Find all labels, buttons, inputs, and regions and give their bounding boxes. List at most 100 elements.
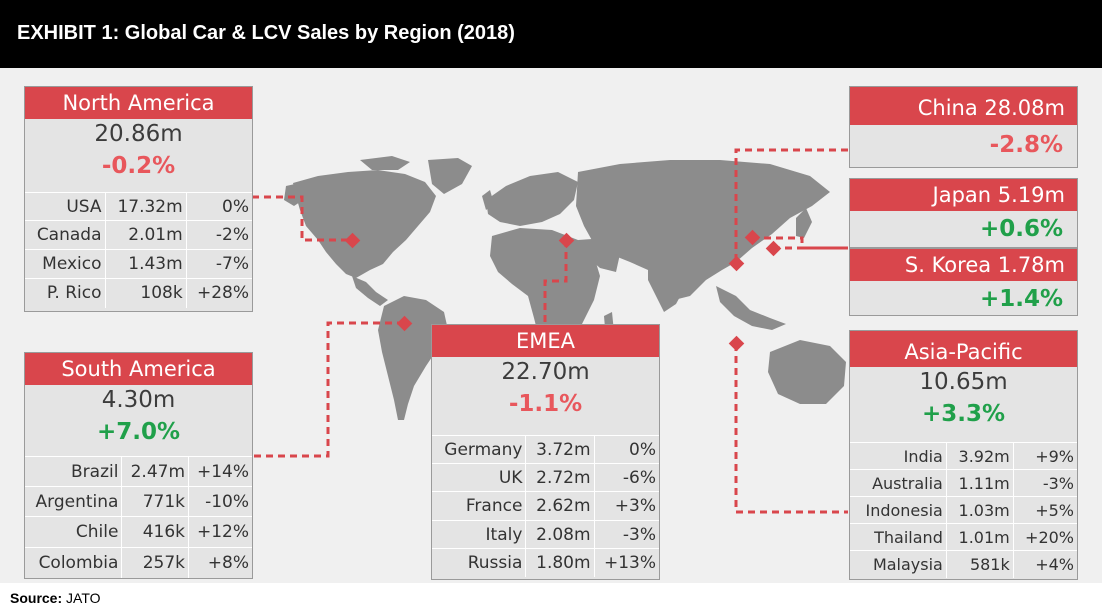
map-europe	[486, 172, 578, 226]
panel-title: South America	[25, 353, 252, 385]
panel-change: -2.8%	[989, 132, 1063, 158]
country-change: -2%	[185, 220, 252, 250]
marker-south-korea	[765, 240, 782, 257]
table-row: Malaysia 581k +4%	[850, 550, 1077, 578]
country-value: 17.32m	[104, 192, 187, 221]
country-value: 3.92m	[945, 442, 1014, 470]
connector-china	[734, 148, 848, 263]
country-change: -3%	[593, 520, 659, 549]
country-name: Thailand	[850, 523, 947, 551]
country-value: 2.47m	[121, 456, 189, 487]
country-name: Brazil	[25, 456, 122, 487]
country-name: UK	[432, 463, 526, 492]
country-name: Russia	[432, 548, 526, 577]
country-table: India 3.92m +9% Australia 1.11m -3% Indonesi…	[850, 442, 1077, 578]
map-south-america	[378, 296, 448, 420]
country-name: Chile	[25, 516, 122, 548]
country-name: Malaysia	[850, 550, 947, 578]
country-value: 3.72m	[525, 435, 595, 464]
country-value: 1.11m	[945, 469, 1014, 497]
country-name: Mexico	[25, 249, 106, 279]
country-name: France	[432, 491, 526, 521]
country-value: 108k	[104, 278, 187, 308]
country-name: Indonesia	[850, 496, 947, 524]
panel-asia-pacific: Asia-Pacific 10.65m +3.3% India 3.92m +9% …	[849, 330, 1078, 580]
panel-total: 10.65m	[919, 369, 1008, 395]
table-row: Australia 1.11m -3%	[850, 469, 1077, 497]
country-change: +12%	[188, 516, 252, 548]
table-row: France 2.62m +3%	[432, 491, 659, 521]
table-row: Canada 2.01m -2%	[25, 220, 252, 250]
country-value: 1.01m	[945, 523, 1014, 551]
table-row: P. Rico 108k +28%	[25, 278, 252, 308]
panel-total: 22.70m	[501, 359, 590, 385]
country-value: 2.62m	[525, 491, 595, 521]
panel-south-america: South America 4.30m +7.0% Brazil 2.47m +14…	[24, 352, 253, 579]
marker-emea	[558, 232, 575, 249]
connector-japan	[752, 236, 848, 250]
panel-emea: EMEA 22.70m -1.1% Germany 3.72m 0% UK 2.72m…	[431, 324, 660, 580]
panel-change: +7.0%	[96, 419, 181, 445]
country-change: +14%	[188, 456, 252, 487]
table-row: Colombia 257k +8%	[25, 547, 252, 578]
panel-change: -1.1%	[508, 391, 583, 417]
country-name: Germany	[432, 435, 526, 464]
map-canada-islands	[360, 156, 410, 170]
panel-total: 20.86m	[94, 121, 183, 147]
connector-asia-pacific	[734, 344, 848, 514]
country-value: 581k	[945, 550, 1014, 578]
table-row: Mexico 1.43m -7%	[25, 249, 252, 279]
source-note: Source: JATO	[10, 590, 101, 606]
table-row: Brazil 2.47m +14%	[25, 456, 252, 487]
map-north-america	[293, 170, 436, 278]
panel-japan: Japan 5.19m +0.6%	[849, 178, 1078, 248]
country-change: +8%	[188, 547, 252, 578]
source-label: Source:	[10, 590, 63, 606]
country-change: +5%	[1012, 496, 1077, 524]
country-change: +20%	[1012, 523, 1077, 551]
table-row: India 3.92m +9%	[850, 442, 1077, 470]
country-change: -6%	[593, 463, 659, 492]
panel-title: North America	[25, 87, 252, 119]
country-change: +3%	[593, 491, 659, 521]
exhibit-header: EXHIBIT 1: Global Car & LCV Sales by Reg…	[0, 0, 1102, 68]
country-name: Colombia	[25, 547, 122, 578]
panel-change: -0.2%	[101, 153, 176, 179]
country-change: +28%	[185, 278, 252, 308]
country-table: Germany 3.72m 0% UK 2.72m -6% France 2.62m +3%…	[432, 435, 659, 577]
country-change: +4%	[1012, 550, 1077, 578]
country-name: Italy	[432, 520, 526, 549]
panel-change: +1.4%	[979, 286, 1063, 312]
map-greenland	[428, 158, 472, 194]
country-name: USA	[25, 192, 106, 221]
map-middle-east	[578, 238, 620, 272]
country-change: -10%	[188, 486, 252, 517]
country-change: +13%	[593, 548, 659, 577]
table-row: Argentina 771k -10%	[25, 486, 252, 517]
panel-china: China 28.08m -2.8%	[849, 86, 1078, 168]
panel-title: China 28.08m	[850, 87, 1077, 125]
country-change: 0%	[593, 435, 659, 464]
map-central-america	[352, 276, 388, 306]
country-name: P. Rico	[25, 278, 106, 308]
country-table: Brazil 2.47m +14% Argentina 771k -10% Chile 4…	[25, 456, 252, 578]
panel-title: Japan 5.19m	[850, 179, 1077, 211]
country-change: -7%	[185, 249, 252, 279]
panel-south-korea: S. Korea 1.78m +1.4%	[849, 248, 1078, 316]
panel-title: EMEA	[432, 325, 659, 357]
map-japan	[796, 208, 812, 238]
country-value: 2.08m	[525, 520, 595, 549]
continents	[284, 156, 866, 420]
marker-japan	[744, 229, 761, 246]
country-value: 416k	[121, 516, 189, 548]
country-value: 771k	[121, 486, 189, 517]
map-australia	[768, 340, 846, 404]
table-row: USA 17.32m 0%	[25, 192, 252, 221]
country-change: 0%	[185, 192, 252, 221]
map-se-asia	[716, 286, 786, 330]
country-value: 2.01m	[104, 220, 187, 250]
map-india	[648, 262, 688, 312]
country-value: 257k	[121, 547, 189, 578]
connector-south-america	[254, 321, 404, 458]
